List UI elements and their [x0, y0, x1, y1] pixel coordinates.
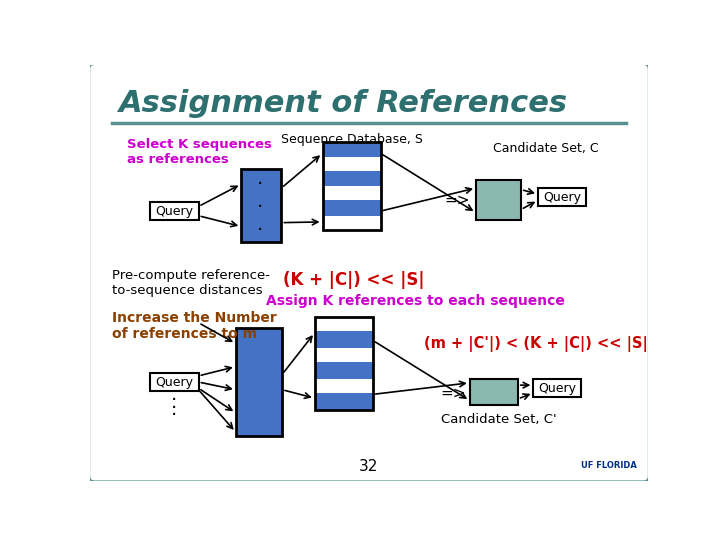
Text: ·: · — [256, 174, 263, 194]
Bar — [315, 379, 373, 393]
Bar — [323, 171, 381, 186]
Bar — [469, 379, 518, 405]
Text: Sequence Database, S: Sequence Database, S — [281, 132, 423, 146]
Bar — [323, 215, 381, 230]
Text: Query: Query — [156, 205, 194, 218]
Bar — [534, 379, 581, 397]
Text: ·: · — [171, 407, 178, 426]
Text: =>: => — [440, 386, 465, 400]
Bar — [323, 157, 381, 171]
Bar — [150, 373, 199, 392]
Bar — [323, 200, 381, 215]
Text: Select K sequences
as references: Select K sequences as references — [127, 138, 272, 166]
Text: Query: Query — [156, 375, 194, 389]
Text: ·: · — [171, 391, 178, 410]
Bar — [315, 318, 373, 331]
Bar — [538, 188, 586, 206]
FancyBboxPatch shape — [89, 63, 649, 482]
Text: (K + |C|) << |S|: (K + |C|) << |S| — [283, 271, 424, 289]
Bar — [323, 142, 381, 230]
Bar — [315, 331, 373, 348]
Text: (m + |C'|) < (K + |C|) << |S|: (m + |C'|) < (K + |C|) << |S| — [425, 336, 648, 352]
Text: UF FLORIDA: UF FLORIDA — [581, 461, 637, 470]
Bar — [476, 180, 521, 220]
Bar — [150, 202, 199, 220]
Bar — [235, 328, 282, 436]
Text: Assign K references to each sequence: Assign K references to each sequence — [266, 294, 565, 308]
Text: Query: Query — [539, 382, 576, 395]
Text: =>: => — [445, 193, 470, 208]
Bar — [315, 348, 373, 362]
Text: Query: Query — [543, 191, 581, 204]
Text: Assignment of References: Assignment of References — [120, 90, 569, 118]
Text: Pre-compute reference-
to-sequence distances: Pre-compute reference- to-sequence dista… — [112, 269, 270, 297]
Text: Candidate Set, C': Candidate Set, C' — [441, 413, 557, 426]
Text: ·: · — [256, 198, 263, 217]
Text: Increase the Number
of references to m: Increase the Number of references to m — [112, 311, 276, 341]
Bar — [241, 168, 282, 242]
Bar — [315, 393, 373, 410]
Bar — [323, 142, 381, 157]
Bar — [323, 186, 381, 200]
Bar — [315, 362, 373, 379]
Text: ·: · — [256, 221, 263, 240]
Text: 32: 32 — [359, 459, 379, 474]
Bar — [315, 318, 373, 410]
Text: Candidate Set, C: Candidate Set, C — [493, 142, 598, 155]
Text: ·: · — [171, 399, 178, 418]
